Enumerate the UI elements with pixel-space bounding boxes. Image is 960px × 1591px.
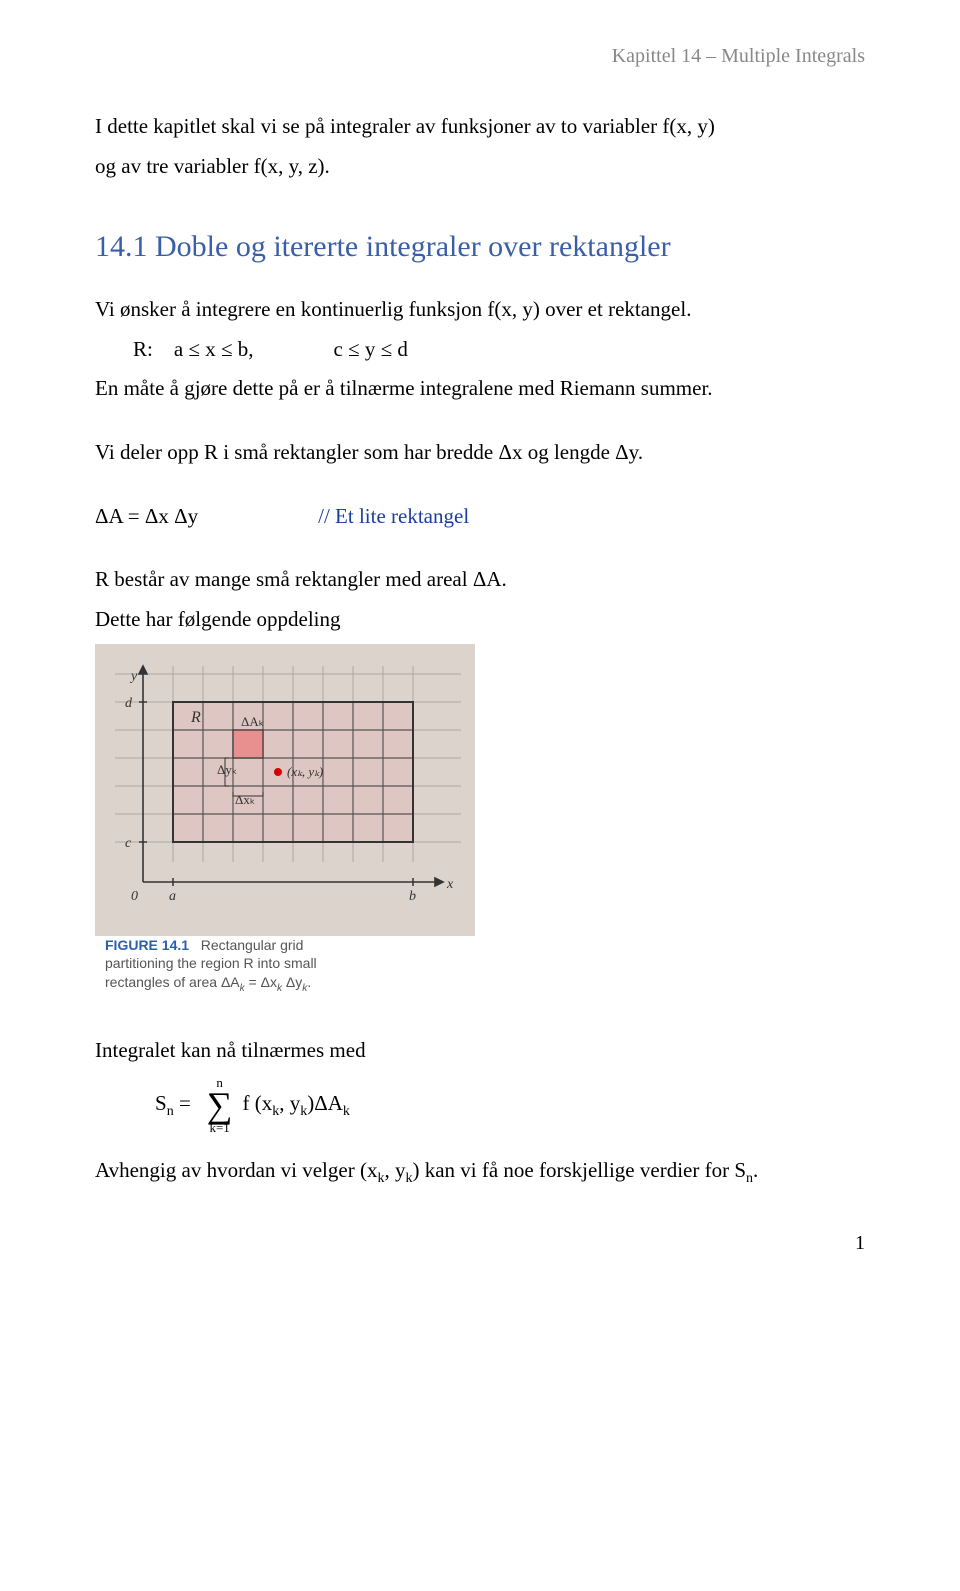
r-label-text: R: — [133, 337, 153, 361]
close-s3: n — [746, 1171, 753, 1186]
svg-text:d: d — [125, 696, 133, 711]
f1: f (x — [242, 1091, 272, 1115]
body-p3: Vi deler opp R i små rektangler som har … — [95, 436, 865, 470]
r-cond2: c ≤ y ≤ d — [333, 333, 407, 367]
region-definition: R: a ≤ x ≤ b, c ≤ y ≤ d — [133, 333, 865, 367]
caption-l1 — [193, 937, 201, 953]
body-p2: En måte å gjøre dette på er å tilnærme i… — [95, 372, 865, 406]
f-sub3: k — [343, 1104, 350, 1119]
r-cond1: a ≤ x ≤ b, — [174, 337, 254, 361]
closing-line: Avhengig av hvordan vi velger (xk, yk) k… — [95, 1154, 865, 1191]
caption-l3c: Δy — [282, 974, 302, 990]
close-b: , y — [384, 1158, 405, 1182]
formula-comment: // Et lite rektangel — [318, 500, 469, 534]
section-title: 14.1 Doble og itererte integraler over r… — [95, 223, 865, 271]
svg-text:x: x — [446, 877, 454, 892]
f-close: )ΔA — [307, 1091, 343, 1115]
formula-left: ΔA = Δx Δy — [95, 500, 198, 534]
S-sub: n — [167, 1104, 174, 1119]
eq-sign: = — [179, 1091, 191, 1115]
svg-text:b: b — [409, 889, 416, 904]
page-number: 1 — [95, 1227, 865, 1259]
riemann-sum-formula: Sn = n ∑ k=1 f (xk, yk)ΔAk — [155, 1076, 865, 1134]
close-d: . — [753, 1158, 758, 1182]
svg-text:R: R — [190, 709, 201, 726]
figure-caption: FIGURE 14.1 Rectangular grid partitionin… — [105, 936, 317, 994]
caption-end: . — [307, 974, 311, 990]
body-p5: Dette har følgende oppdeling — [95, 603, 865, 637]
r-label: R: a ≤ x ≤ b, — [133, 333, 253, 367]
sn: Sn = — [155, 1087, 191, 1124]
svg-text:y: y — [129, 669, 138, 684]
sum-lower: k=1 — [209, 1121, 229, 1134]
caption-line1: Rectangular grid — [201, 937, 304, 953]
svg-text:(xₖ, yₖ): (xₖ, yₖ) — [287, 764, 323, 779]
svg-text:c: c — [125, 836, 132, 851]
body-p4: R består av mange små rektangler med are… — [95, 563, 865, 597]
figure-14-1: y d c 0 a b x R ΔAₖ Δyₖ Δxₖ (xₖ, yₖ) FIG… — [95, 644, 475, 994]
close-c: ) kan vi få noe forskjellige verdier for… — [412, 1158, 746, 1182]
summand: f (xk, yk)ΔAk — [242, 1087, 349, 1124]
sigma-symbol: ∑ — [207, 1089, 233, 1121]
svg-text:a: a — [169, 889, 176, 904]
intro-line1: I dette kapitlet skal vi se på integrale… — [95, 110, 865, 144]
svg-text:ΔAₖ: ΔAₖ — [241, 714, 264, 729]
caption-l3b: = Δx — [245, 974, 277, 990]
S: S — [155, 1091, 167, 1115]
chapter-header: Kapittel 14 – Multiple Integrals — [95, 40, 865, 72]
svg-text:Δxₖ: Δxₖ — [235, 792, 255, 807]
close-a: Avhengig av hvordan vi velger (x — [95, 1158, 377, 1182]
intro-line2: og av tre variabler f(x, y, z). — [95, 150, 865, 184]
caption-l3a: rectangles of area ΔA — [105, 974, 240, 990]
svg-text:0: 0 — [131, 889, 138, 904]
f-comma: , y — [279, 1091, 300, 1115]
figure-label: FIGURE 14.1 — [105, 937, 189, 953]
body-p1: Vi ønsker å integrere en kontinuerlig fu… — [95, 293, 865, 327]
caption-line2: partitioning the region R into small — [105, 955, 317, 971]
approx-intro: Integralet kan nå tilnærmes med — [95, 1034, 865, 1068]
delta-a-formula: ΔA = Δx Δy // Et lite rektangel — [95, 500, 865, 534]
svg-text:Δyₖ: Δyₖ — [217, 762, 237, 777]
sigma-icon: n ∑ k=1 — [207, 1076, 233, 1134]
